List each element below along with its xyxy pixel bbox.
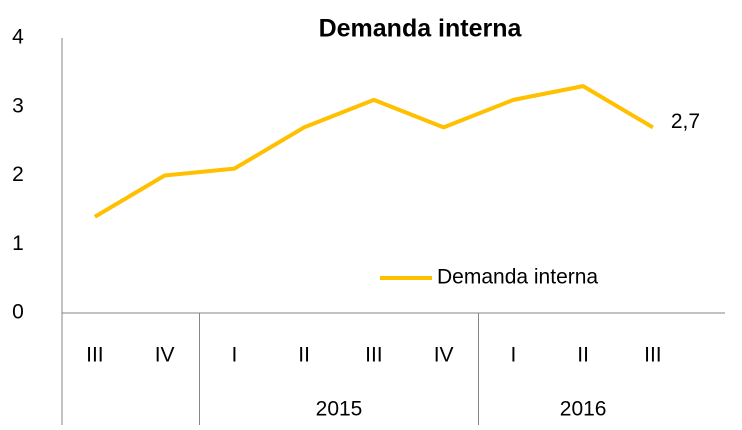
x-tick-label: III <box>644 344 662 367</box>
x-tick-label: III <box>365 344 383 367</box>
data-line <box>93 84 654 219</box>
y-tick-label: 3 <box>12 94 24 117</box>
y-tick-label: 4 <box>12 26 24 49</box>
x-group-label: 2015 <box>316 398 363 421</box>
x-tick-label: IV <box>155 344 175 367</box>
x-group-label: 2016 <box>560 398 607 421</box>
legend-label: Demanda interna <box>437 266 598 289</box>
x-tick-label: II <box>298 344 310 367</box>
x-tick-label: I <box>231 344 237 367</box>
x-tick-label: IV <box>434 344 454 367</box>
data-label: 2,7 <box>671 110 700 133</box>
chart-title: Demanda interna <box>319 15 523 43</box>
x-tick-label: I <box>510 344 516 367</box>
y-tick-label: 1 <box>12 232 24 255</box>
y-tick-label: 2 <box>12 163 24 186</box>
x-tick-label: III <box>86 344 104 367</box>
y-tick-label: 0 <box>12 301 24 324</box>
x-tick-label: II <box>577 344 589 367</box>
